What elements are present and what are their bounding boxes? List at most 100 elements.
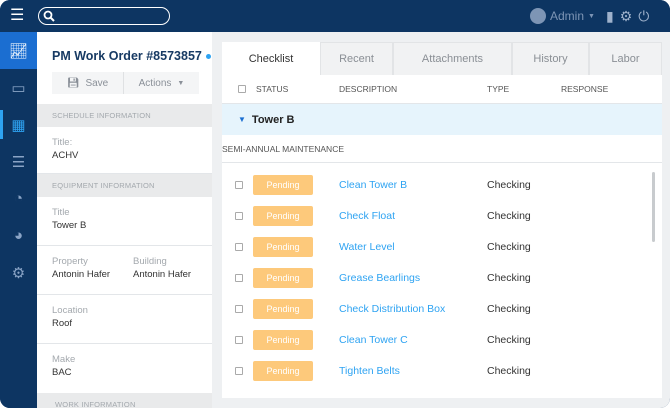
section-header: EQUIPMENT INFORMATION: [37, 174, 212, 197]
type-value: Checking: [487, 271, 531, 284]
field-property-building: Property Antonin Hafer Building Antonin Ha…: [37, 246, 212, 295]
type-value: Checking: [487, 333, 531, 346]
description-link[interactable]: Grease Bearlings: [339, 271, 421, 284]
table-row: Pending Check Distribution Box Checking: [222, 293, 662, 324]
field-label: Title: [52, 207, 70, 218]
tab-checklist[interactable]: Checklist: [222, 42, 320, 75]
tab-recent[interactable]: Recent: [320, 42, 393, 75]
field-value: BAC: [52, 367, 72, 378]
user-icon: [530, 8, 546, 24]
pie-chart-icon: ◕: [13, 227, 24, 244]
tab-attachments[interactable]: Attachments: [393, 42, 512, 75]
field-make: Make BAC: [37, 344, 212, 393]
tab-history[interactable]: History: [512, 42, 589, 75]
save-button[interactable]: 💾︎ Save: [52, 72, 124, 94]
field-value: ACHV: [52, 150, 79, 161]
work-order-panel: PM Work Order #8573857 💾︎ Save Actions ▼ S…: [37, 32, 212, 408]
field-value: Roof: [52, 318, 73, 329]
field-location: Location Roof: [37, 295, 212, 344]
power-icon[interactable]: ⏻: [638, 8, 650, 24]
sidebar: 📈︎ ▭ ▦ ☰ ◔ ◕ ⚙: [0, 32, 37, 408]
row-checkbox[interactable]: [235, 304, 243, 313]
group-row[interactable]: ▼ Tower B: [222, 104, 662, 135]
row-checkbox[interactable]: [235, 273, 243, 282]
subgroup-header: SEMI-ANNUAL MAINTENANCE: [222, 135, 662, 163]
sidebar-item-reports[interactable]: ◕: [0, 217, 37, 254]
table-row: Pending Water Level Checking: [222, 231, 662, 262]
sidebar-item-checklists[interactable]: ☰: [0, 143, 37, 180]
field-value: Tower B: [52, 220, 87, 231]
select-all-checkbox[interactable]: [238, 85, 246, 93]
row-checkbox[interactable]: [235, 211, 243, 220]
work-order-title: PM Work Order #8573857: [52, 49, 202, 63]
sidebar-item-jobs[interactable]: ▭: [0, 69, 37, 106]
type-value: Checking: [487, 302, 531, 315]
description-link[interactable]: Water Level: [339, 240, 395, 253]
group-title: Tower B: [251, 113, 295, 126]
status-badge: Pending: [253, 298, 313, 319]
section-header: WORK INFORMATION: [37, 393, 212, 408]
sidebar-item-gauge[interactable]: ◔: [0, 180, 37, 217]
description-link[interactable]: Check Float: [339, 209, 396, 222]
gauge-icon: ◔: [13, 190, 24, 207]
status-badge: Pending: [253, 205, 313, 226]
field-label: Building: [133, 256, 167, 267]
type-value: Checking: [487, 240, 531, 253]
table-row: Pending Grease Bearlings Checking: [222, 262, 662, 293]
column-status: STATUS: [256, 84, 289, 94]
description-link[interactable]: Check Distribution Box: [339, 302, 446, 315]
table-row: Pending Tighten Belts Checking: [222, 355, 662, 386]
search-icon: [43, 10, 55, 22]
subgroup-title: SEMI-ANNUAL MAINTENANCE: [222, 144, 345, 154]
menu-icon[interactable]: ☰: [10, 7, 25, 24]
description-link[interactable]: Clean Tower B: [339, 178, 408, 191]
sidebar-item-settings[interactable]: ⚙: [0, 254, 37, 291]
field-label: Property: [52, 256, 88, 267]
status-badge: Pending: [253, 360, 313, 381]
type-value: Checking: [487, 364, 531, 377]
table-row: Pending Clean Tower C Checking: [222, 324, 662, 355]
chart-icon: 📈︎: [8, 42, 29, 60]
type-value: Checking: [487, 209, 531, 222]
settings-icon: ⚙: [11, 264, 26, 282]
tab-labor[interactable]: Labor: [589, 42, 662, 75]
table-header: STATUS DESCRIPTION TYPE RESPONSE: [222, 75, 662, 104]
building-icon: ▦: [11, 116, 26, 134]
status-badge: Pending: [253, 329, 313, 350]
field-label: Location: [52, 305, 88, 316]
status-badge: Pending: [253, 174, 313, 195]
actions-button[interactable]: Actions ▼: [124, 72, 199, 94]
row-checkbox[interactable]: [235, 180, 243, 189]
field-equipment-title: Title Tower B: [37, 197, 212, 246]
section-header: SCHEDULE INFORMATION: [37, 104, 212, 127]
description-link[interactable]: Tighten Belts: [339, 364, 400, 377]
book-icon[interactable]: ▮: [606, 8, 614, 24]
top-bar: ☰ Admin ▼ ▮ ⚙ ⏻: [0, 0, 670, 32]
user-menu[interactable]: Admin ▼: [530, 8, 595, 24]
scrollbar[interactable]: [652, 172, 655, 242]
checklist-card: Checklist Recent Attachments History Lab…: [222, 42, 662, 398]
row-checkbox[interactable]: [235, 335, 243, 344]
description-link[interactable]: Clean Tower C: [339, 333, 408, 346]
caret-down-icon: ▼: [177, 79, 185, 87]
caret-down-icon: ▼: [238, 115, 246, 124]
field-label: Make: [52, 354, 76, 365]
sidebar-item-buildings[interactable]: ▦: [0, 106, 37, 143]
sidebar-item-dashboard[interactable]: 📈︎: [0, 32, 37, 69]
field-value: Antonin Hafer: [133, 269, 192, 280]
tab-bar: Checklist Recent Attachments History Lab…: [222, 42, 662, 75]
field-value: Antonin Hafer: [52, 269, 111, 280]
search-input[interactable]: [38, 7, 170, 25]
gear-icon[interactable]: ⚙: [619, 8, 633, 24]
status-badge: Pending: [253, 236, 313, 257]
checklist-icon: ☰: [11, 153, 26, 171]
column-description: DESCRIPTION: [339, 84, 398, 94]
save-icon: 💾︎: [66, 77, 80, 89]
row-checkbox[interactable]: [235, 242, 243, 251]
field-label: Title:: [52, 137, 73, 148]
briefcase-icon: ▭: [11, 79, 26, 97]
page-title: PM Work Order #8573857: [52, 49, 211, 63]
row-checkbox[interactable]: [235, 366, 243, 375]
column-response: RESPONSE: [561, 84, 609, 94]
